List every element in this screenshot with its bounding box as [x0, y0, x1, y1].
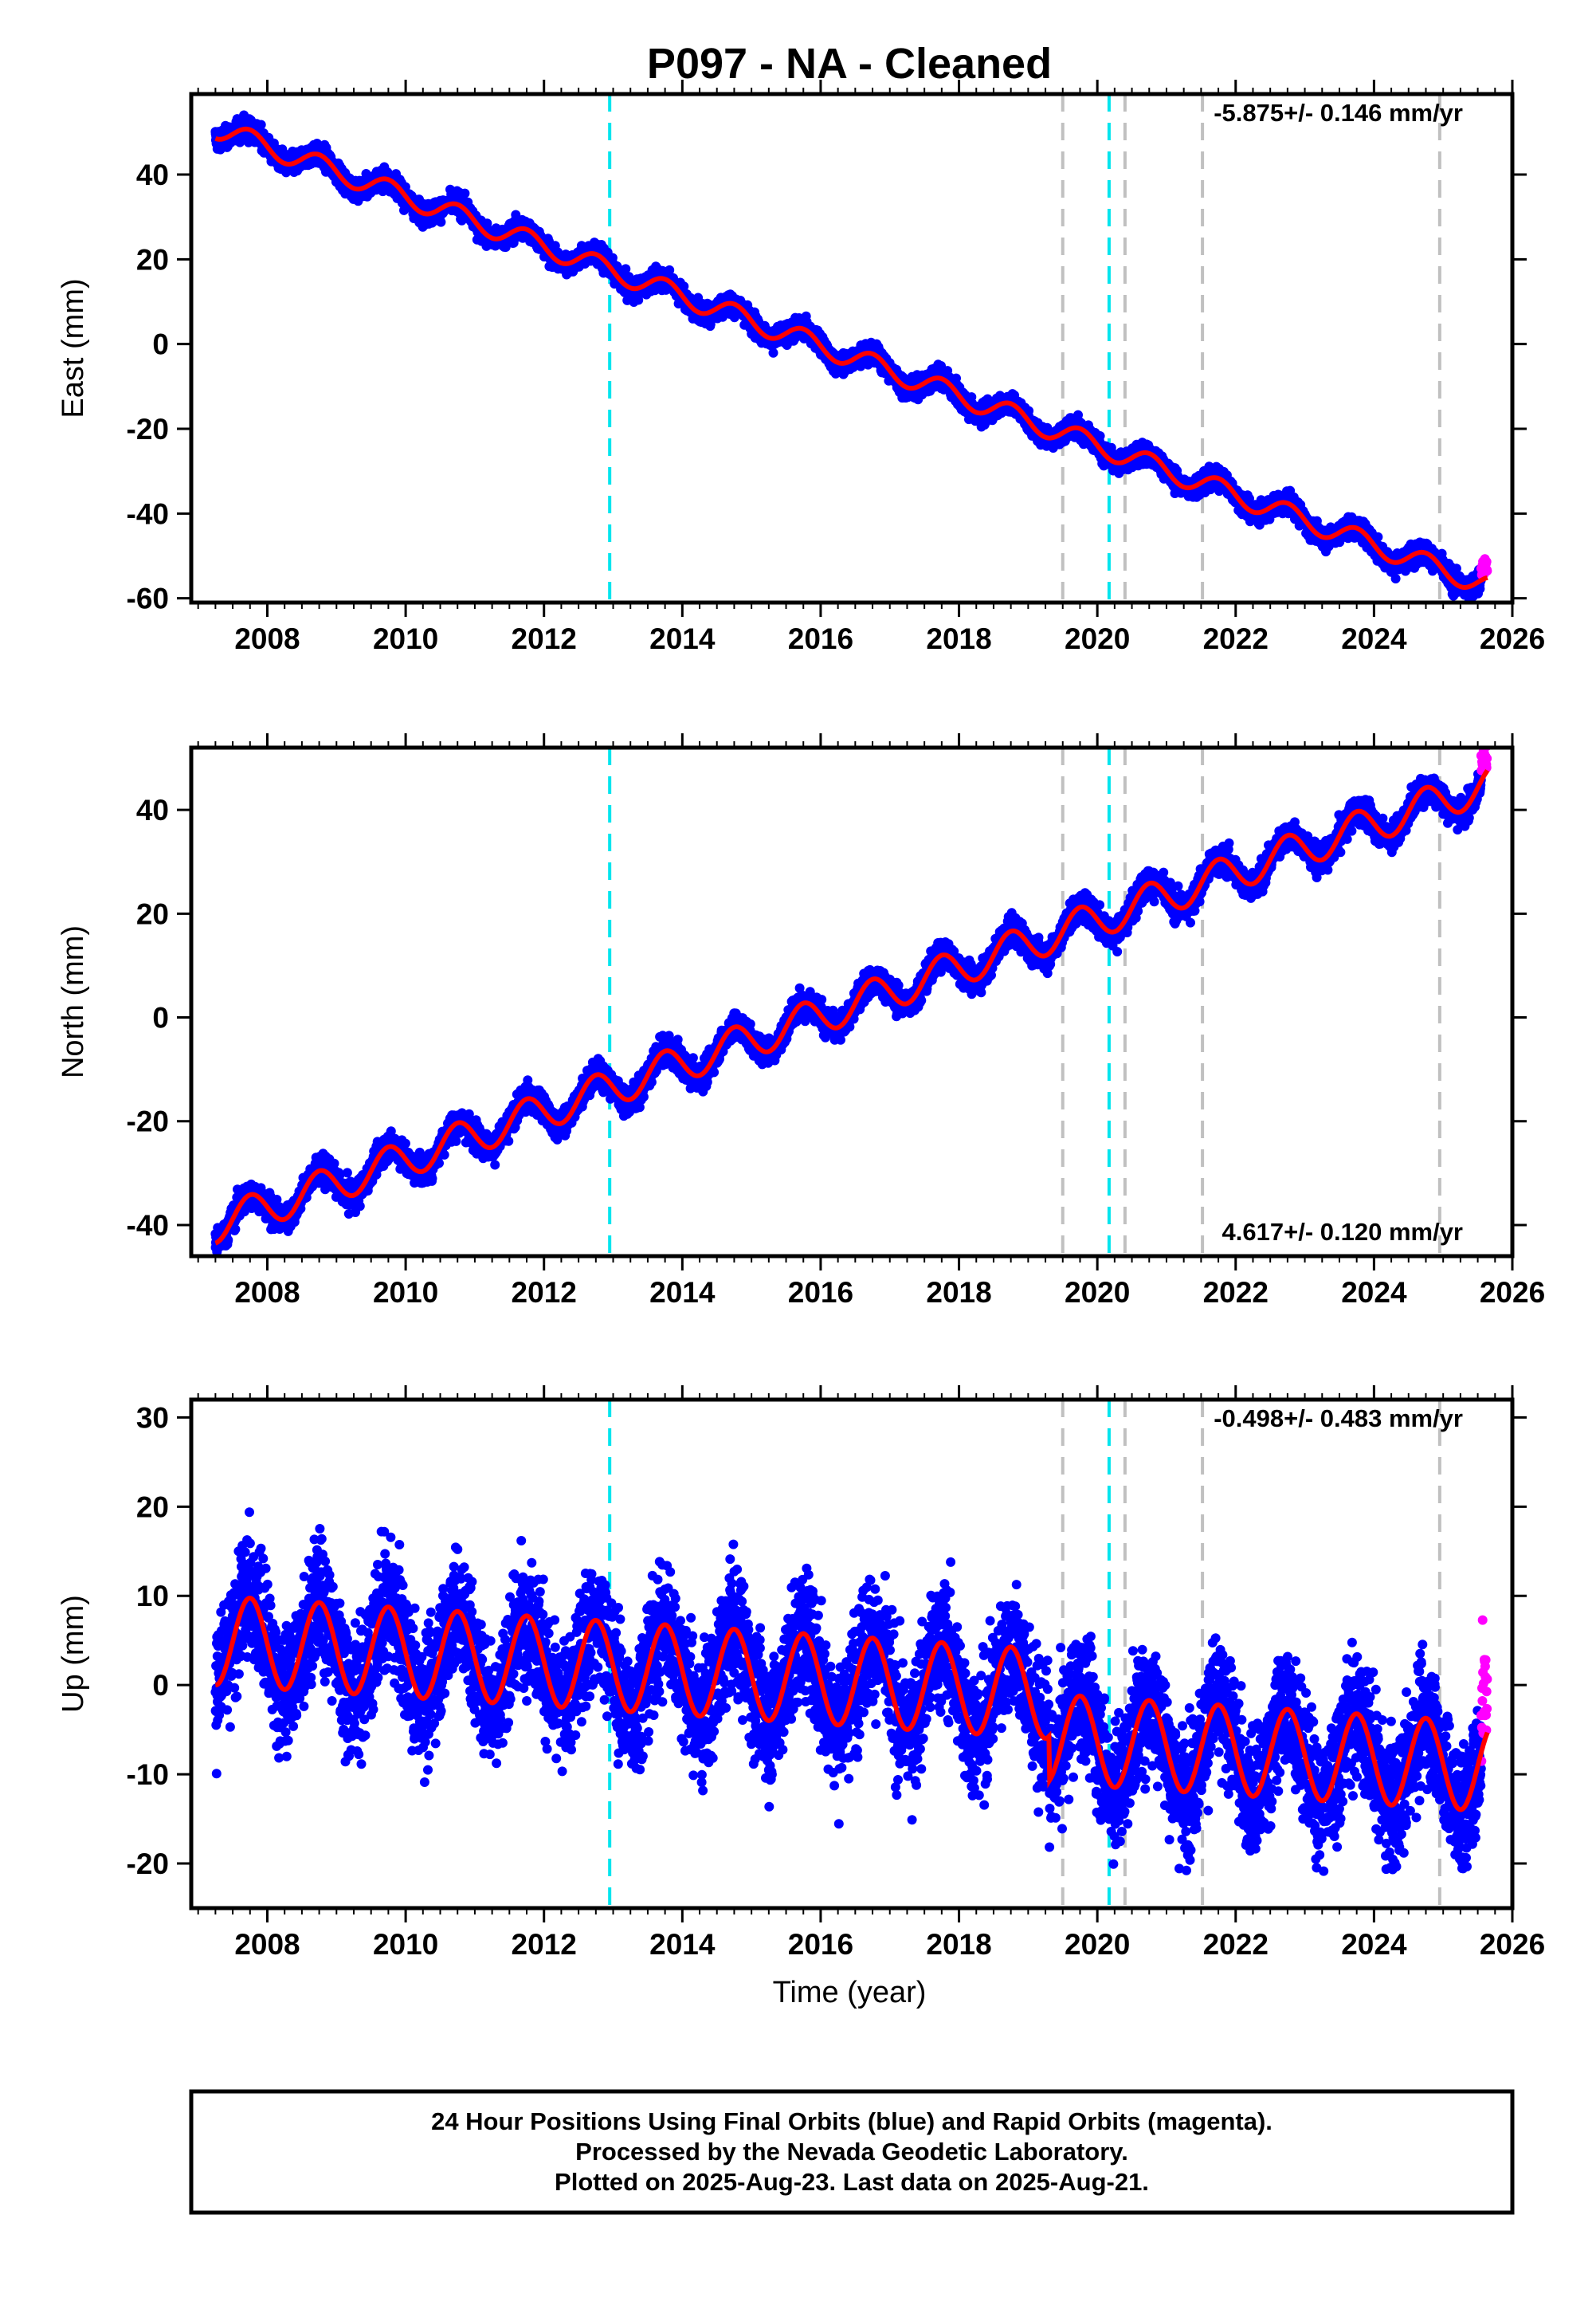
x-tick-label: 2022: [1203, 622, 1269, 655]
y-tick-label: -10: [127, 1758, 169, 1791]
x-tick-label: 2020: [1065, 1276, 1130, 1309]
x-tick-label: 2016: [788, 1276, 853, 1309]
x-tick-label: 2026: [1480, 622, 1545, 655]
panel-north: 2008 2010 2012 2014 2016 2018 2020 2022 2024 2026…: [57, 733, 1545, 1309]
y-tick-label: 40: [136, 159, 169, 191]
x-tick-label: 2012: [512, 622, 577, 655]
footer-line-3: Plotted on 2025-Aug-23. Last data on 202…: [555, 2168, 1149, 2196]
x-tick-label: 2008: [234, 622, 300, 655]
y-tick-label: 20: [136, 897, 169, 930]
x-tick-label: 2026: [1480, 1928, 1545, 1961]
y-tick-label: -20: [127, 1105, 169, 1138]
panels: 2008 2010 2012 2014 2016 2018 2020 2022 2024 2026…: [57, 80, 1545, 1961]
y-tick-label: 40: [136, 794, 169, 827]
y-tick-label: -20: [127, 1848, 169, 1880]
x-tick-label: 2008: [234, 1276, 300, 1309]
y-axis-label: Up (mm): [57, 1595, 90, 1713]
y-tick-label: 30: [136, 1401, 169, 1434]
footer-box: 24 Hour Positions Using Final Orbits (bl…: [191, 2091, 1512, 2213]
x-tick-label: 2024: [1341, 1276, 1407, 1309]
x-tick-label: 2018: [926, 1276, 991, 1309]
y-tick-label: 0: [152, 1002, 169, 1035]
x-tick-label: 2014: [649, 1276, 716, 1309]
y-tick-label: -40: [127, 1209, 169, 1242]
x-tick-label: 2024: [1341, 622, 1407, 655]
rate-label: -5.875+/- 0.146 mm/yr: [1214, 99, 1463, 127]
rate-label: 4.617+/- 0.120 mm/yr: [1222, 1218, 1463, 1246]
x-tick-label: 2012: [512, 1928, 577, 1961]
x-tick-label: 2018: [926, 1928, 991, 1961]
y-tick-label: -60: [127, 583, 169, 615]
x-tick-label: 2016: [788, 622, 853, 655]
x-tick-label: 2020: [1065, 622, 1130, 655]
x-tick-label: 2024: [1341, 1928, 1407, 1961]
rate-label: -0.498+/- 0.483 mm/yr: [1214, 1404, 1463, 1432]
y-tick-label: 0: [152, 328, 169, 361]
y-tick-label: 20: [136, 243, 169, 276]
y-axis-label: East (mm): [57, 278, 90, 418]
rapid-orbit-points: [1476, 554, 1492, 579]
panel-east: 2008 2010 2012 2014 2016 2018 2020 2022 2024 2026…: [57, 80, 1545, 655]
x-tick-label: 2014: [649, 1928, 716, 1961]
y-tick-label: -40: [127, 497, 169, 530]
x-tick-label: 2020: [1065, 1928, 1130, 1961]
x-tick-label: 2022: [1203, 1276, 1269, 1309]
footer-line-1: 24 Hour Positions Using Final Orbits (bl…: [431, 2107, 1272, 2135]
x-tick-label: 2016: [788, 1928, 853, 1961]
panel-up: 2008 2010 2012 2014 2016 2018 2020 2022 2024 2026…: [57, 1385, 1545, 1961]
final-orbit-points: [210, 111, 1485, 607]
x-tick-label: 2012: [512, 1276, 577, 1309]
x-tick-label: 2010: [373, 1928, 438, 1961]
figure-title: P097 - NA - Cleaned: [647, 40, 1052, 88]
x-tick-label: 2022: [1203, 1928, 1269, 1961]
y-tick-label: 20: [136, 1490, 169, 1523]
y-tick-label: 10: [136, 1580, 169, 1612]
footer-line-2: Processed by the Nevada Geodetic Laborat…: [575, 2138, 1128, 2166]
y-tick-label: 0: [152, 1669, 169, 1702]
x-tick-label: 2010: [373, 1276, 438, 1309]
x-tick-label: 2010: [373, 622, 438, 655]
final-orbit-points: [210, 1507, 1485, 1875]
y-tick-label: -20: [127, 413, 169, 446]
y-axis-label: North (mm): [57, 925, 90, 1078]
x-tick-label: 2008: [234, 1928, 300, 1961]
x-tick-label: 2026: [1480, 1276, 1545, 1309]
x-tick-label: 2014: [649, 622, 716, 655]
x-tick-label: 2018: [926, 622, 991, 655]
x-axis-label: Time (year): [773, 1976, 927, 2009]
event-lines: [610, 748, 1440, 1256]
